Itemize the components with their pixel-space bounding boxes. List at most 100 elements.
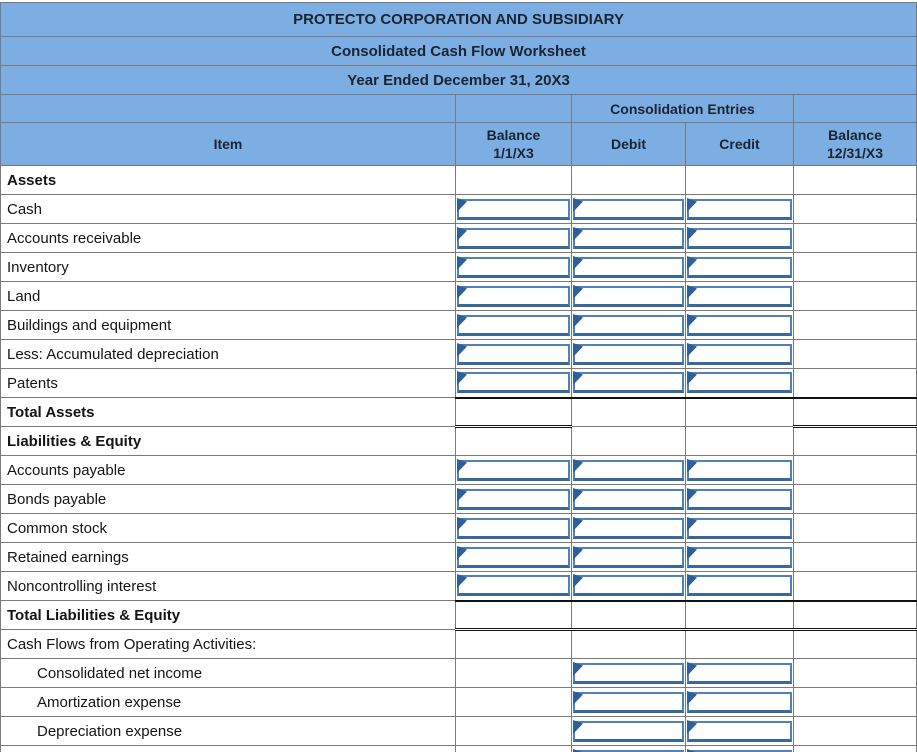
amount-input[interactable] [573,342,684,365]
balance-end-cell [792,281,917,311]
balance-begin-cell [455,368,572,398]
title-row: PROTECTO CORPORATION AND SUBSIDIARY [0,2,917,37]
input-flag-icon [457,574,467,589]
amount-input[interactable] [457,574,570,597]
amount-input[interactable] [573,748,684,752]
table-row: Accounts receivable [0,223,917,253]
balance-begin-cell [455,310,572,340]
balance-begin-cell [455,716,572,746]
amount-input[interactable] [687,516,792,539]
amount-input[interactable] [687,371,792,394]
balance-end-cell [792,716,917,746]
amount-input[interactable] [687,226,792,249]
balance-begin-cell [455,484,572,514]
table-row: Noncontrolling interest [0,571,917,601]
amount-input[interactable] [687,313,792,336]
balance-end-cell [792,599,917,631]
amount-input[interactable] [457,458,570,481]
amount-input[interactable] [457,197,570,220]
debit-cell [571,310,686,340]
amount-input[interactable] [457,371,570,394]
item-label: Bonds payable [7,490,107,508]
amount-input[interactable] [457,342,570,365]
amount-input[interactable] [687,458,792,481]
worksheet-title: PROTECTO CORPORATION AND SUBSIDIARY [0,2,917,37]
credit-cell [685,658,794,688]
debit-cell [571,455,686,485]
item-label: Depreciation expense [37,722,183,740]
item-label-cell: Depreciation expense [0,716,456,746]
amount-input[interactable] [457,313,570,336]
consolidation-entries-header: Consolidation Entries [571,94,794,123]
amount-input[interactable] [573,487,684,510]
amount-input[interactable] [573,371,684,394]
worksheet-subtitle: Consolidated Cash Flow Worksheet [0,36,917,66]
input-flag-icon [687,342,697,357]
debit-cell [571,252,686,282]
amount-input[interactable] [573,458,684,481]
amount-input[interactable] [687,487,792,510]
amount-input[interactable] [573,661,684,684]
amount-input[interactable] [573,255,684,278]
input-flag-icon [573,313,583,328]
amount-input[interactable] [573,313,684,336]
item-label-cell: Assets [0,165,456,195]
item-label-cell: Noncontrolling interest [0,571,456,601]
item-label: Cash Flows from Operating Activities: [7,635,257,653]
balance-end-cell [792,223,917,253]
amount-input[interactable] [687,197,792,220]
amount-input[interactable] [457,226,570,249]
amount-input[interactable] [687,719,792,742]
amount-input[interactable] [687,342,792,365]
input-flag-icon [457,342,467,357]
entries-spacer-balance-end [792,94,917,123]
table-row: Bonds payable [0,484,917,514]
balance-begin-cell [455,252,572,282]
balance-end-cell [792,310,917,340]
balance-begin-cell [455,745,572,752]
column-header-item: Item [0,122,456,166]
item-label: Total Assets [7,403,95,421]
table-row: Cash Flows from Operating Activities: [0,629,917,659]
credit-cell [685,455,794,485]
amount-input[interactable] [573,545,684,568]
item-label: Accounts receivable [7,229,142,247]
amount-input[interactable] [573,226,684,249]
credit-cell [685,687,794,717]
amount-input[interactable] [573,516,684,539]
input-flag-icon [687,719,697,734]
amount-input[interactable] [573,690,684,713]
credit-cell [685,599,794,631]
amount-input[interactable] [687,255,792,278]
balance-begin-cell [455,281,572,311]
amount-input[interactable] [687,690,792,713]
item-label-cell: Accounts receivable [0,223,456,253]
amount-input[interactable] [573,574,684,597]
amount-input[interactable] [457,516,570,539]
amount-input[interactable] [573,284,684,307]
entries-spacer-balance-begin [455,94,572,123]
input-flag-icon [573,661,583,676]
item-label: Inventory [7,258,69,276]
credit-cell [685,396,794,427]
amount-input[interactable] [573,719,684,742]
amount-input[interactable] [573,197,684,220]
credit-cell [685,165,794,195]
amount-input[interactable] [687,284,792,307]
item-label-cell: Consolidated net income [0,658,456,688]
input-flag-icon [687,545,697,560]
amount-input[interactable] [687,574,792,597]
amount-input[interactable] [687,661,792,684]
credit-cell [685,571,794,601]
amount-input[interactable] [687,545,792,568]
amount-input[interactable] [687,748,792,752]
item-label-cell: Liabilities & Equity [0,426,456,456]
input-flag-icon [687,284,697,299]
amount-input[interactable] [457,255,570,278]
amount-input[interactable] [457,545,570,568]
table-row: Assets [0,165,917,195]
credit-cell [685,745,794,752]
input-flag-icon [457,197,467,212]
amount-input[interactable] [457,487,570,510]
amount-input[interactable] [457,284,570,307]
